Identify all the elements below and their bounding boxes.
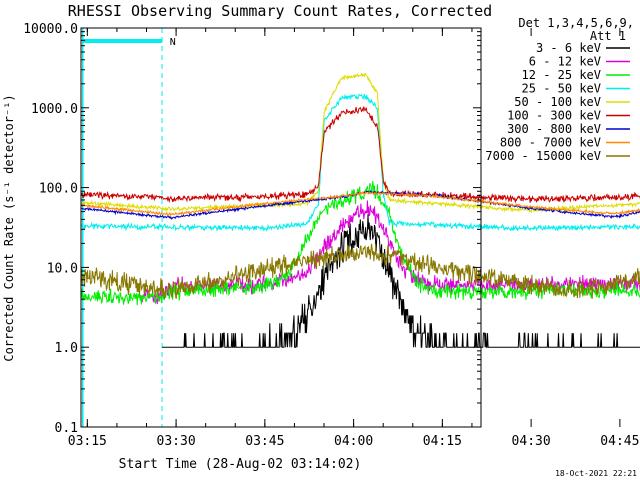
- x-axis-label: Start Time (28-Aug-02 03:14:02): [119, 457, 362, 472]
- series-line-5: [81, 106, 640, 204]
- legend-label-8: 7000 - 15000 keV: [485, 149, 601, 163]
- plot-frame: [80, 27, 482, 428]
- series-line-8: [81, 243, 640, 299]
- night-label: N: [170, 37, 176, 48]
- footer-timestamp: 18-Oct-2021 22:21: [555, 469, 637, 478]
- legend-header-line-2: Att 1: [590, 29, 626, 43]
- x-tick-label-1: 03:30: [157, 434, 196, 449]
- legend-label-3: 25 - 50 keV: [522, 82, 601, 96]
- legend-label-4: 50 - 100 keV: [514, 95, 601, 109]
- series-line-3: [81, 93, 640, 232]
- x-tick-label-3: 04:00: [334, 434, 373, 449]
- x-tick-label-6: 04:45: [600, 434, 639, 449]
- series-line-7: [81, 190, 640, 217]
- legend-label-5: 100 - 300 keV: [507, 109, 601, 123]
- x-tick-label-2: 03:45: [245, 434, 284, 449]
- x-tick-label-4: 04:15: [423, 434, 462, 449]
- chart-title: RHESSI Observing Summary Count Rates, Co…: [68, 2, 492, 20]
- axes-layer: 10000.0 1000.0 100.0 10.0 1.0 0.103:15 03:30 03…: [23, 22, 639, 449]
- y-axis-label: Corrected Count Rate (s⁻¹ detector⁻¹): [2, 94, 16, 361]
- y-tick-label-4: 1.0: [55, 341, 78, 356]
- series-line-4: [81, 72, 640, 214]
- legend-label-7: 800 - 7000 keV: [500, 136, 601, 150]
- y-tick-label-5: 0.1: [55, 421, 78, 436]
- legend-label-0: 3 - 6 keV: [536, 41, 601, 55]
- legend-label-6: 300 - 800 keV: [507, 122, 601, 136]
- legend-label-2: 12 - 25 keV: [522, 68, 601, 82]
- y-tick-label-1: 1000.0: [31, 102, 78, 117]
- series-line-2: [81, 181, 640, 306]
- series-layer: [81, 72, 640, 348]
- x-tick-label-5: 04:30: [512, 434, 551, 449]
- series-line-0: [162, 214, 640, 348]
- x-tick-label-0: 03:15: [68, 434, 107, 449]
- y-tick-label-0: 10000.0: [23, 22, 78, 37]
- legend-header-line-1: Det 1,3,4,5,6,9,: [518, 16, 634, 30]
- legend-label-1: 6 - 12 keV: [529, 55, 601, 69]
- y-tick-label-3: 10.0: [47, 261, 78, 276]
- y-tick-label-2: 100.0: [39, 182, 78, 197]
